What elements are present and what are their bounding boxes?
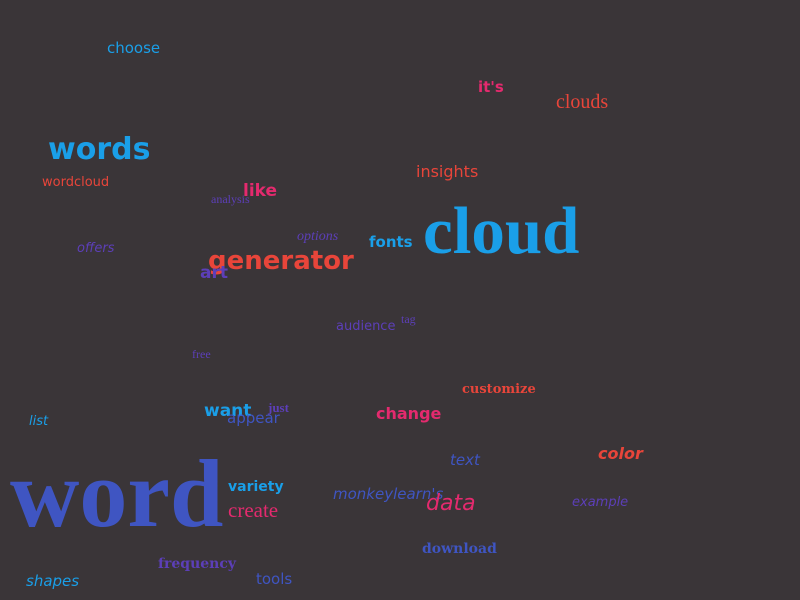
word-shapes: shapes [26, 572, 80, 590]
word-generator: generator [208, 246, 354, 276]
word-word: word [10, 440, 224, 547]
word-fonts: fonts [369, 233, 413, 251]
word-text: text [450, 451, 480, 469]
word-choose: choose [107, 39, 161, 57]
word-free: free [192, 347, 211, 361]
word-tag: tag [401, 312, 416, 326]
word-change: change [376, 404, 442, 423]
word-offers: offers [77, 241, 115, 256]
word-data: data [426, 491, 476, 516]
word-insights: insights [416, 162, 479, 181]
word-customize: customize [462, 382, 536, 397]
word-wordcloud: wordcloud [42, 175, 110, 190]
word-appear: appear [227, 409, 280, 427]
word-analysis: analysis [211, 192, 250, 206]
word-monkeylearns: monkeylearn's [333, 485, 444, 503]
word-art: art [200, 263, 228, 283]
word-its: it's [478, 78, 504, 96]
word-example: example [572, 495, 629, 510]
word-cloud: cloud [423, 194, 580, 268]
word-variety: variety [228, 479, 284, 495]
word-color: color [598, 444, 643, 463]
word-words: words [48, 132, 151, 167]
word-tools: tools [256, 570, 293, 588]
word-options: options [297, 229, 339, 244]
word-frequency: frequency [158, 556, 237, 572]
word-audience: audience [336, 319, 396, 334]
word-want: want [204, 401, 252, 421]
word-list: list [29, 414, 49, 429]
word-just: just [268, 400, 289, 415]
word-create: create [228, 498, 279, 522]
word-clouds: clouds [556, 91, 609, 113]
word-download: download [422, 541, 497, 557]
word-like: like [243, 181, 278, 201]
